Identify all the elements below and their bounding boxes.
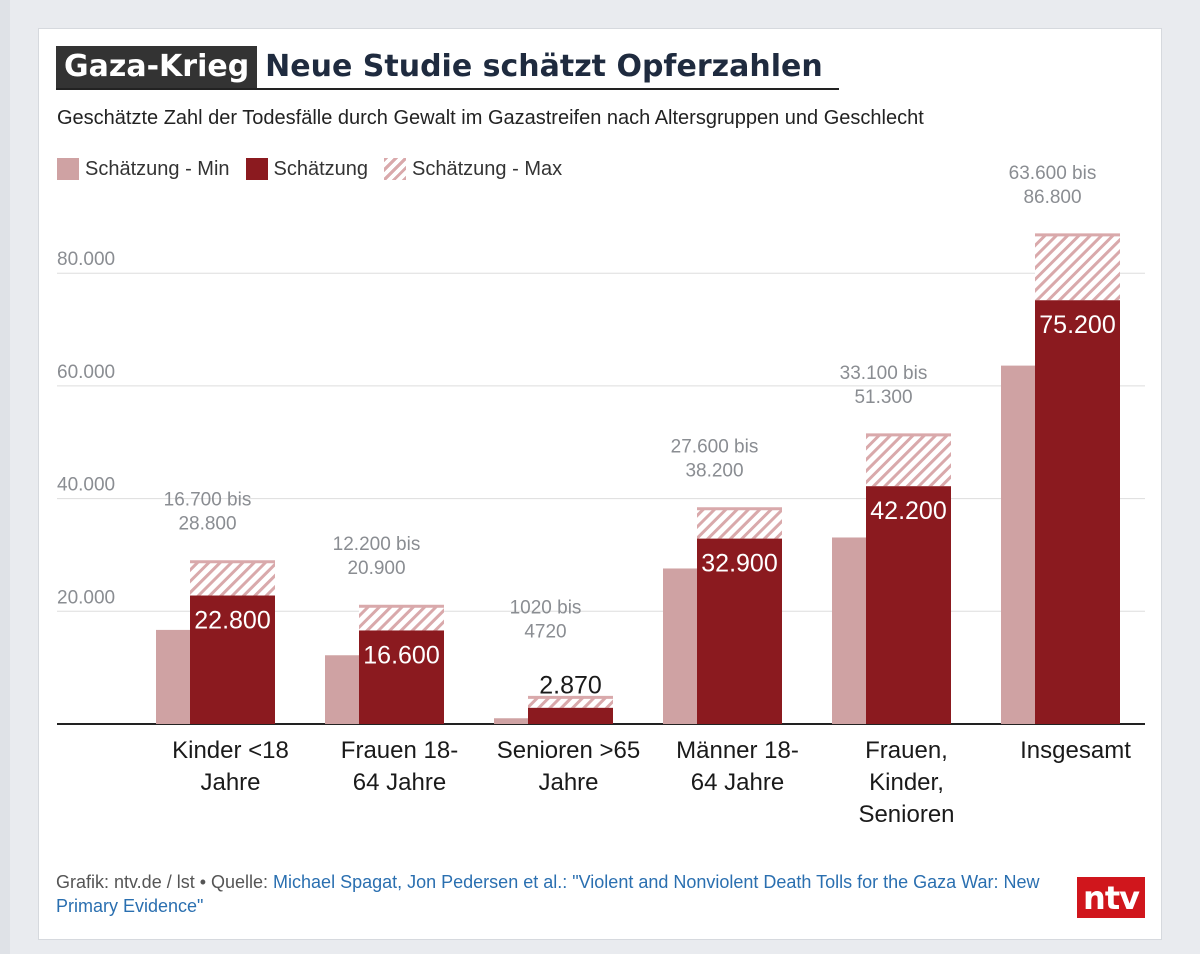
- range-label-line1: 63.600 bis: [1009, 163, 1097, 184]
- value-label: 75.200: [1039, 311, 1115, 339]
- bar-min: [156, 629, 190, 724]
- category-label: 64 Jahre: [691, 769, 784, 796]
- bar-max: [190, 561, 275, 596]
- range-label-line1: 27.600 bis: [671, 437, 759, 458]
- range-label-line2: 51.300: [854, 387, 912, 408]
- footer-credit: Grafik: ntv.de / lst • Quelle:: [56, 872, 274, 892]
- bar-estimate: [1035, 300, 1120, 724]
- legend-item-max: Schätzung - Max: [384, 158, 562, 181]
- bar-max: [697, 508, 782, 539]
- bar-min: [494, 718, 528, 724]
- category-label: Jahre: [200, 769, 260, 796]
- chart-footer: Grafik: ntv.de / lst • Quelle: Michael S…: [56, 870, 1056, 918]
- legend-label-estimate: Schätzung: [273, 157, 369, 180]
- bar-estimate: [528, 707, 613, 724]
- category-label: Kinder <18: [172, 737, 289, 764]
- range-label-line2: 86.800: [1023, 187, 1081, 208]
- range-label-line2: 28.800: [178, 514, 236, 535]
- category-label: 64 Jahre: [353, 769, 446, 796]
- range-label-line1: 12.200 bis: [333, 534, 421, 555]
- category-label: Frauen 18-: [341, 737, 458, 764]
- category-label: Senioren: [858, 801, 954, 828]
- chart-subtitle: Geschätzte Zahl der Todesfälle durch Gew…: [57, 107, 924, 129]
- value-label: 2.870: [539, 671, 602, 699]
- range-label-line2: 20.900: [347, 558, 405, 579]
- legend-item-estimate: Schätzung: [245, 157, 369, 181]
- ntv-logo[interactable]: ntv: [1077, 877, 1145, 918]
- range-label-line1: 1020 bis: [510, 597, 582, 618]
- bar-max: [528, 697, 613, 708]
- value-label: 16.600: [363, 641, 439, 669]
- bar-min: [663, 568, 697, 724]
- legend-swatch-min: [57, 158, 79, 180]
- bar-max: [1035, 234, 1120, 301]
- range-label-line2: 38.200: [685, 461, 743, 482]
- range-label-line1: 33.100 bis: [840, 363, 928, 384]
- y-tick-label: 40.000: [57, 475, 115, 496]
- chart-legend: Schätzung - Min Schätzung Schätzung - Ma…: [57, 155, 578, 183]
- footer-source-link[interactable]: Michael Spagat, Jon Pedersen et al.: "Vi…: [56, 872, 1040, 916]
- value-label: 32.900: [701, 550, 777, 578]
- value-label: 22.800: [194, 607, 270, 635]
- legend-label-min: Schätzung - Min: [85, 157, 230, 180]
- legend-label-max: Schätzung - Max: [412, 157, 563, 180]
- bar-max: [866, 434, 951, 487]
- category-label: Frauen,: [865, 737, 948, 764]
- y-tick-label: 20.000: [57, 587, 115, 608]
- bar-min: [832, 537, 866, 724]
- range-label-line2: 4720: [524, 621, 566, 642]
- range-label-line1: 16.700 bis: [164, 490, 252, 511]
- category-label: Insgesamt: [1020, 737, 1131, 764]
- value-label: 42.200: [870, 497, 946, 525]
- category-label: Männer 18-: [676, 737, 799, 764]
- legend-item-min: Schätzung - Min: [57, 158, 230, 181]
- category-label: Jahre: [538, 769, 598, 796]
- bar-estimate: [190, 595, 275, 724]
- bar-min: [325, 655, 359, 724]
- y-tick-label: 80.000: [57, 249, 115, 270]
- y-tick-label: 60.000: [57, 362, 115, 383]
- legend-swatch-estimate: [245, 158, 268, 180]
- category-label: Senioren >65: [497, 737, 640, 764]
- headline-kicker: Gaza-Krieg: [56, 46, 258, 88]
- headline: Gaza-Krieg Neue Studie schätzt Opferzahl…: [56, 46, 839, 90]
- bar-estimate: [697, 538, 782, 724]
- bar-min: [1001, 365, 1035, 724]
- chart-card: [38, 28, 1162, 940]
- bar-max: [359, 606, 444, 631]
- headline-title: Neue Studie schätzt Opferzahlen: [265, 49, 823, 84]
- bar-estimate: [359, 630, 444, 724]
- page-left-strip: [0, 0, 10, 954]
- bar-estimate: [866, 486, 951, 724]
- legend-swatch-max: [384, 158, 407, 180]
- category-label: Kinder,: [869, 769, 944, 796]
